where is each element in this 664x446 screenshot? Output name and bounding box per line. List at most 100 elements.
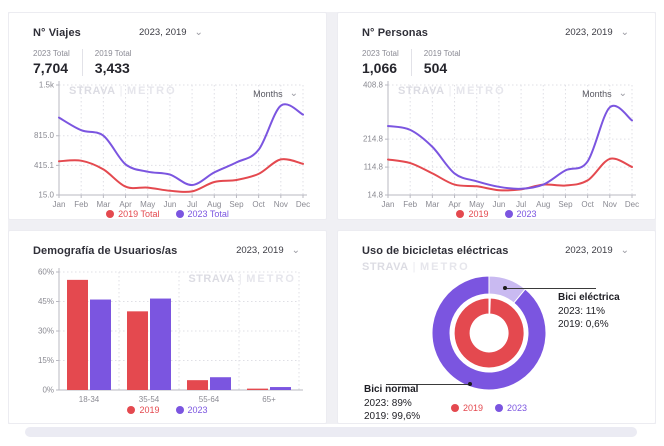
period-selector-demografia[interactable]: 2023, 2019 ⌄ bbox=[236, 245, 300, 256]
bicicletas-donut-chart[interactable] bbox=[414, 258, 564, 408]
period-selector-label: 2023, 2019 bbox=[139, 27, 187, 38]
svg-text:408.8: 408.8 bbox=[363, 81, 384, 90]
legend-item-2023-total[interactable]: 2023 Total bbox=[175, 209, 229, 219]
annotation-value-2023: 2023: 11% bbox=[558, 305, 606, 317]
demografia-legend: 2019 2023 bbox=[9, 405, 326, 415]
legend-dot-icon bbox=[456, 210, 465, 218]
legend-dot-icon bbox=[127, 406, 136, 414]
svg-text:Oct: Oct bbox=[252, 200, 265, 209]
svg-text:65+: 65+ bbox=[262, 395, 276, 404]
legend-dot-icon bbox=[504, 210, 513, 218]
legend-label: 2019 Total bbox=[118, 209, 160, 219]
svg-text:Aug: Aug bbox=[536, 200, 550, 209]
dashboard-grid: N° Viajes 2023, 2019 ⌄ 2023 Total 7,704 … bbox=[8, 12, 656, 424]
svg-text:Oct: Oct bbox=[581, 200, 594, 209]
annotation-title: Bici normal bbox=[364, 384, 419, 395]
svg-text:415.1: 415.1 bbox=[34, 161, 55, 170]
card-demografia-title: Demografía de Usuarios/as bbox=[33, 245, 178, 257]
svg-text:Dec: Dec bbox=[625, 200, 639, 209]
months-selector-label: Months bbox=[253, 89, 283, 99]
callout-line-normal bbox=[386, 384, 470, 385]
svg-text:Mar: Mar bbox=[96, 200, 110, 209]
total-2023-value: 1,066 bbox=[362, 60, 398, 76]
svg-text:0%: 0% bbox=[42, 386, 54, 395]
period-selector-viajes[interactable]: 2023, 2019 ⌄ bbox=[139, 27, 203, 38]
svg-text:Jan: Jan bbox=[382, 200, 395, 209]
total-2019-value: 504 bbox=[423, 60, 448, 76]
total-2019: 2019 Total 3,433 bbox=[81, 49, 144, 76]
period-selector-personas[interactable]: 2023, 2019 ⌄ bbox=[565, 27, 629, 38]
svg-text:60%: 60% bbox=[38, 268, 54, 277]
card-bicicletas: Uso de bicicletas eléctricas 2023, 2019 … bbox=[337, 230, 656, 424]
annotation-title: Bici eléctrica bbox=[558, 292, 620, 303]
total-2019: 2019 Total 504 bbox=[410, 49, 473, 76]
totals-viajes: 2023 Total 7,704 2019 Total 3,433 bbox=[33, 49, 144, 76]
svg-text:15%: 15% bbox=[38, 356, 54, 365]
svg-text:Mar: Mar bbox=[425, 200, 439, 209]
annotation-value-2019: 2019: 99,6% bbox=[364, 411, 421, 422]
viajes-line-chart[interactable]: 15.0 415.1 815.0 1.5k Jan Feb Mar Apr May Jun Jul A… bbox=[15, 77, 315, 217]
svg-text:Nov: Nov bbox=[274, 200, 288, 209]
chevron-down-icon: ⌄ bbox=[291, 244, 300, 256]
personas-line-chart[interactable]: 14.8 114.8 214.8 408.8 Jan Feb Mar Apr May Jun Jul… bbox=[344, 77, 644, 217]
svg-text:Aug: Aug bbox=[207, 200, 221, 209]
legend-label: 2023 bbox=[507, 403, 528, 413]
svg-text:Jul: Jul bbox=[516, 200, 526, 209]
callout-dot-normal bbox=[468, 382, 472, 386]
legend-dot-icon bbox=[175, 406, 184, 414]
annotation-bici-normal: Bici normal 2023: 89% 2019: 99,6% bbox=[364, 383, 420, 424]
legend-label: 2019 bbox=[462, 403, 483, 413]
svg-text:35-54: 35-54 bbox=[139, 395, 160, 404]
svg-text:1.5k: 1.5k bbox=[39, 81, 55, 90]
svg-text:214.8: 214.8 bbox=[363, 135, 384, 144]
legend-label: 2019 bbox=[139, 405, 160, 415]
svg-text:14.8: 14.8 bbox=[367, 191, 383, 200]
legend-item-2023[interactable]: 2023 bbox=[175, 405, 208, 415]
card-viajes: N° Viajes 2023, 2019 ⌄ 2023 Total 7,704 … bbox=[8, 12, 327, 220]
legend-item-2019[interactable]: 2019 bbox=[456, 209, 489, 219]
svg-text:Jan: Jan bbox=[53, 200, 66, 209]
svg-text:Jun: Jun bbox=[492, 200, 505, 209]
horizontal-scrollbar[interactable] bbox=[25, 427, 637, 437]
legend-item-2023[interactable]: 2023 bbox=[504, 209, 537, 219]
legend-item-2019-total[interactable]: 2019 Total bbox=[106, 209, 160, 219]
legend-item-2023[interactable]: 2023 bbox=[495, 403, 527, 413]
legend-label: 2023 bbox=[187, 405, 208, 415]
legend-dot-icon bbox=[450, 404, 459, 412]
period-selector-bicicletas[interactable]: 2023, 2019 ⌄ bbox=[565, 245, 629, 256]
legend-label: 2023 bbox=[516, 209, 537, 219]
months-selector-label: Months bbox=[582, 89, 612, 99]
total-2023-label: 2023 Total bbox=[362, 49, 399, 58]
svg-text:815.0: 815.0 bbox=[34, 131, 55, 140]
legend-label: 2019 bbox=[468, 209, 489, 219]
total-2019-label: 2019 Total bbox=[94, 49, 132, 58]
svg-text:Apr: Apr bbox=[448, 200, 461, 209]
months-selector-viajes[interactable]: Months ⌄ bbox=[253, 88, 298, 100]
svg-text:Feb: Feb bbox=[74, 200, 88, 209]
svg-text:18-34: 18-34 bbox=[79, 395, 100, 404]
months-selector-personas[interactable]: Months ⌄ bbox=[582, 89, 627, 100]
card-personas: N° Personas 2023, 2019 ⌄ 2023 Total 1,06… bbox=[337, 12, 656, 220]
demografia-bar-chart[interactable]: 0% 15% 30% 45% 60% 18-34 35-54 55-64 65+ bbox=[15, 261, 315, 411]
svg-text:Jun: Jun bbox=[163, 200, 176, 209]
totals-personas: 2023 Total 1,066 2019 Total 504 bbox=[362, 49, 473, 76]
legend-dot-icon bbox=[175, 210, 184, 218]
annotation-value-2023: 2023: 89% bbox=[364, 397, 412, 409]
bicicletas-legend: 2019 2023 bbox=[414, 403, 564, 413]
callout-dot-electrica bbox=[503, 286, 507, 290]
svg-text:30%: 30% bbox=[38, 327, 54, 336]
legend-item-2019[interactable]: 2019 bbox=[450, 403, 483, 413]
svg-text:15.0: 15.0 bbox=[38, 191, 54, 200]
card-demografia: Demografía de Usuarios/as 2023, 2019 ⌄ S… bbox=[8, 230, 327, 424]
svg-text:Dec: Dec bbox=[296, 200, 310, 209]
svg-text:Sep: Sep bbox=[558, 200, 573, 209]
legend-item-2019[interactable]: 2019 bbox=[127, 405, 160, 415]
callout-line-electrica bbox=[505, 288, 596, 289]
svg-text:May: May bbox=[469, 200, 484, 209]
chevron-down-icon: ⌄ bbox=[289, 88, 298, 99]
card-viajes-title: N° Viajes bbox=[33, 27, 81, 39]
legend-dot-icon bbox=[495, 404, 503, 412]
personas-legend: 2019 2023 bbox=[338, 209, 655, 219]
total-2023: 2023 Total 7,704 bbox=[33, 49, 82, 76]
total-2023-label: 2023 Total bbox=[33, 49, 70, 58]
